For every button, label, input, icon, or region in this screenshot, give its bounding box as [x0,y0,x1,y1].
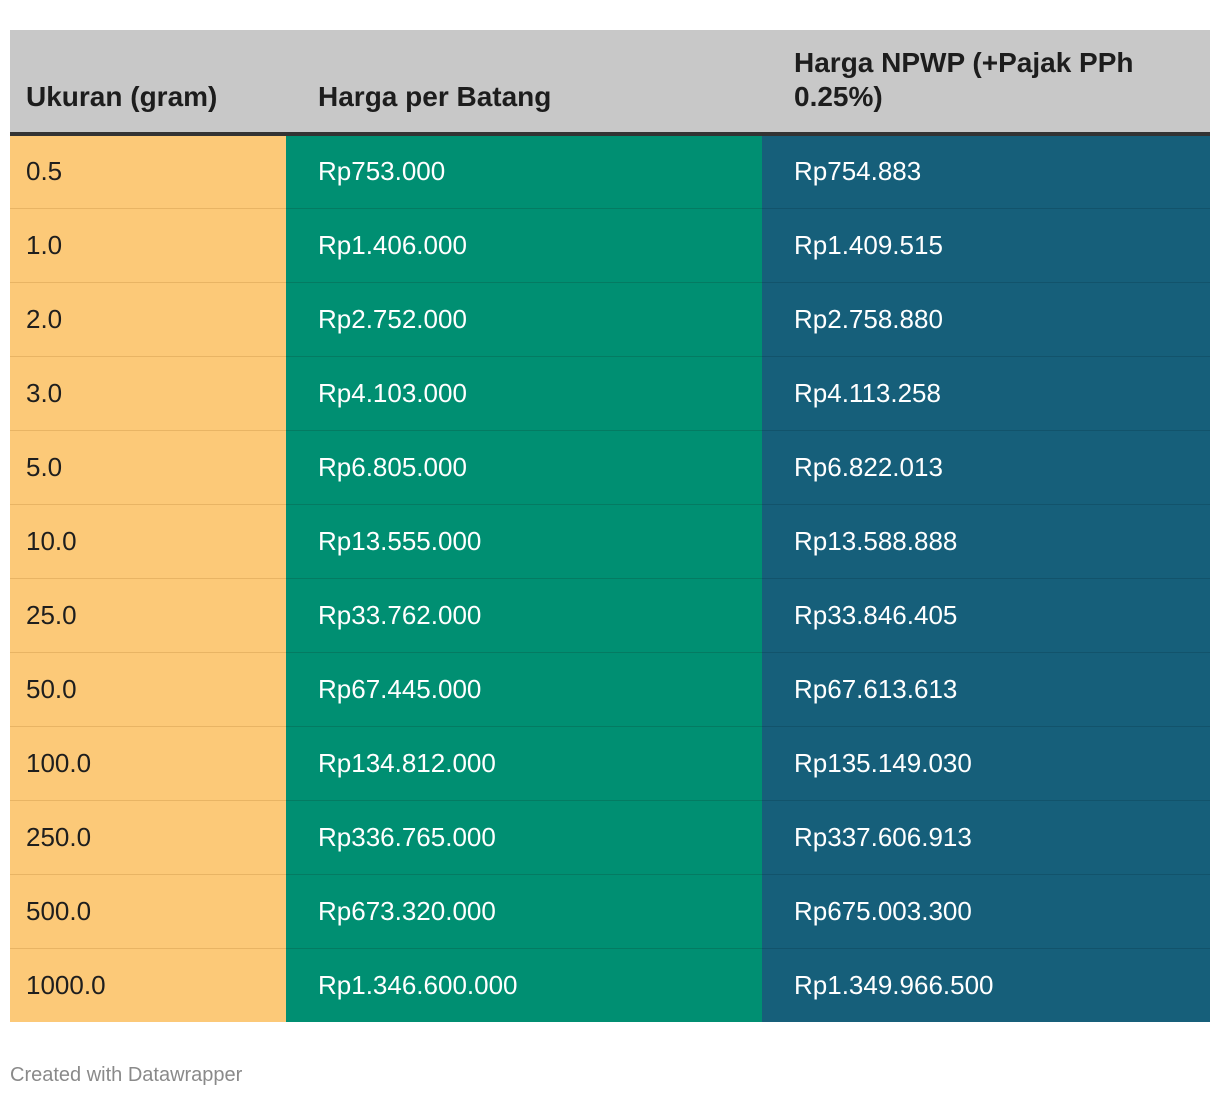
price-cell: Rp1.346.600.000 [286,948,762,1022]
price-cell: Rp673.320.000 [286,874,762,949]
price-cell: Rp2.752.000 [286,282,762,357]
header-npwp-price: Harga NPWP (+Pajak PPh 0.25%) [762,30,1210,136]
size-cell: 1000.0 [10,948,286,1022]
table-row: 10.0 Rp13.555.000 Rp13.588.888 [10,504,1210,579]
size-cell: 500.0 [10,874,286,949]
size-cell: 250.0 [10,800,286,875]
price-cell: Rp6.805.000 [286,430,762,505]
price-cell: Rp67.445.000 [286,652,762,727]
price-cell: Rp4.103.000 [286,356,762,431]
header-price-per-bar: Harga per Batang [286,30,762,136]
size-cell: 3.0 [10,356,286,431]
npwp-price-cell: Rp1.409.515 [762,208,1210,283]
size-cell: 2.0 [10,282,286,357]
npwp-price-cell: Rp675.003.300 [762,874,1210,949]
price-cell: Rp134.812.000 [286,726,762,801]
price-cell: Rp13.555.000 [286,504,762,579]
price-table: Ukuran (gram) Harga per Batang Harga NPW… [10,30,1210,1022]
price-table-container: Ukuran (gram) Harga per Batang Harga NPW… [10,30,1210,1022]
table-row: 1.0 Rp1.406.000 Rp1.409.515 [10,208,1210,283]
npwp-price-cell: Rp754.883 [762,134,1210,209]
table-header: Ukuran (gram) Harga per Batang Harga NPW… [10,30,1210,136]
size-cell: 25.0 [10,578,286,653]
npwp-price-cell: Rp1.349.966.500 [762,948,1210,1022]
npwp-price-cell: Rp13.588.888 [762,504,1210,579]
size-cell: 50.0 [10,652,286,727]
table-row: 0.5 Rp753.000 Rp754.883 [10,134,1210,209]
table-body: 0.5 Rp753.000 Rp754.883 1.0 Rp1.406.000 Rp1.4… [10,134,1210,1022]
size-cell: 0.5 [10,134,286,209]
price-cell: Rp753.000 [286,134,762,209]
npwp-price-cell: Rp4.113.258 [762,356,1210,431]
price-cell: Rp1.406.000 [286,208,762,283]
size-cell: 100.0 [10,726,286,801]
table-row: 25.0 Rp33.762.000 Rp33.846.405 [10,578,1210,653]
size-cell: 1.0 [10,208,286,283]
table-row: 1000.0 Rp1.346.600.000 Rp1.349.966.500 [10,948,1210,1022]
header-row: Ukuran (gram) Harga per Batang Harga NPW… [10,30,1210,136]
table-row: 3.0 Rp4.103.000 Rp4.113.258 [10,356,1210,431]
table-row: 100.0 Rp134.812.000 Rp135.149.030 [10,726,1210,801]
table-row: 5.0 Rp6.805.000 Rp6.822.013 [10,430,1210,505]
header-size: Ukuran (gram) [10,30,286,136]
table-row: 250.0 Rp336.765.000 Rp337.606.913 [10,800,1210,875]
table-row: 2.0 Rp2.752.000 Rp2.758.880 [10,282,1210,357]
table-row: 50.0 Rp67.445.000 Rp67.613.613 [10,652,1210,727]
price-cell: Rp336.765.000 [286,800,762,875]
npwp-price-cell: Rp33.846.405 [762,578,1210,653]
npwp-price-cell: Rp6.822.013 [762,430,1210,505]
npwp-price-cell: Rp337.606.913 [762,800,1210,875]
table-row: 500.0 Rp673.320.000 Rp675.003.300 [10,874,1210,949]
size-cell: 10.0 [10,504,286,579]
datawrapper-credit: Created with Datawrapper [10,1064,243,1086]
size-cell: 5.0 [10,430,286,505]
npwp-price-cell: Rp135.149.030 [762,726,1210,801]
price-cell: Rp33.762.000 [286,578,762,653]
npwp-price-cell: Rp67.613.613 [762,652,1210,727]
npwp-price-cell: Rp2.758.880 [762,282,1210,357]
